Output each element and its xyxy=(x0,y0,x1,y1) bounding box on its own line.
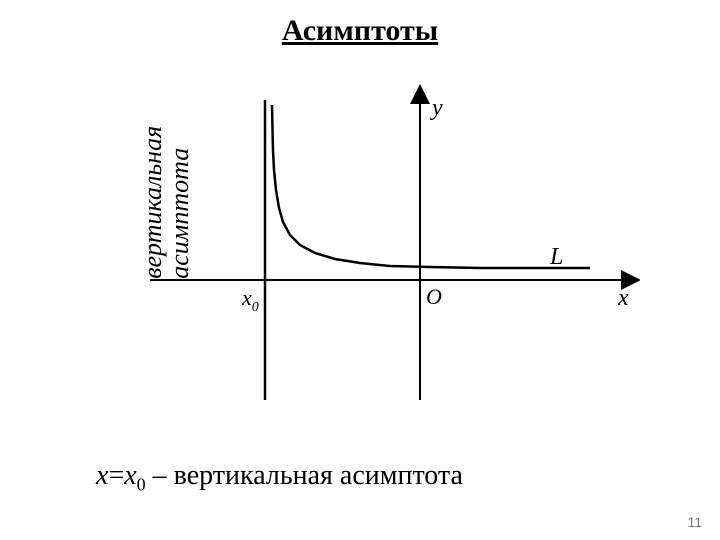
curve xyxy=(272,105,590,268)
y-axis-label: y xyxy=(430,95,443,121)
caption-lhs: x xyxy=(96,460,108,491)
caption-text: – вертикальная асимптота xyxy=(146,460,463,491)
caption: x=x0 – вертикальная асимптота xyxy=(96,460,463,496)
x0-label: x0 xyxy=(241,285,259,315)
vertical-asymptote-label: вертикальная асимптота xyxy=(139,126,194,279)
caption-eq: = xyxy=(108,460,124,491)
page-number: 11 xyxy=(687,514,702,530)
page-title: Асимптоты xyxy=(0,14,720,48)
caption-rhs: x xyxy=(124,460,136,491)
caption-sub: 0 xyxy=(137,475,146,495)
x-axis-label: x xyxy=(617,285,629,311)
asymptote-chart: y x O x0 L вертикальная асимптота xyxy=(120,80,640,420)
vlabel-line2: асимптота xyxy=(165,148,194,279)
slide: Асимптоты y x O x0 xyxy=(0,0,720,540)
vlabel-line1: вертикальная xyxy=(138,126,167,279)
L-label: L xyxy=(549,244,563,270)
origin-label: O xyxy=(426,284,442,309)
chart-svg: y x O x0 L xyxy=(120,80,640,420)
